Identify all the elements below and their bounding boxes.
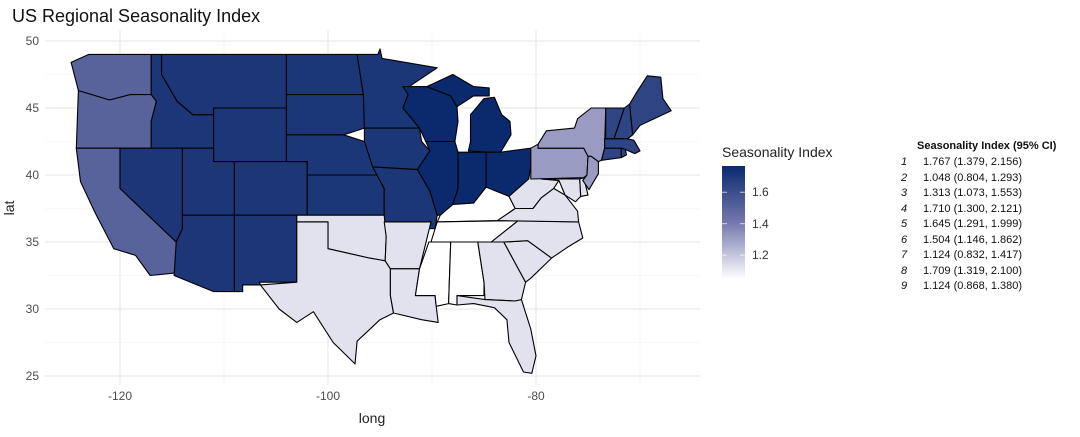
state-nd-west-north-central <box>285 53 364 96</box>
table-row: 5 1.645 (1.291, 1.999) <box>893 217 1056 233</box>
table-title: Seasonality Index (95% CI) <box>917 140 1057 152</box>
y-tick-label: 40 <box>26 168 40 182</box>
row-id: 2 <box>901 171 908 184</box>
row-value: 1.048 (0.804, 1.293) <box>923 171 1023 184</box>
state-wy-mountain <box>213 107 287 163</box>
state-pa-middle-atlantic <box>530 143 589 180</box>
state-co-mountain <box>233 161 308 216</box>
state-ia-west-north-central <box>363 127 431 171</box>
row-value: 1.124 (0.832, 1.417) <box>923 249 1023 261</box>
row-value: 1.710 (1.300, 2.121) <box>923 202 1023 215</box>
x-tick-label: -80 <box>527 389 545 403</box>
legend-title: Seasonality Index <box>722 144 833 160</box>
row-id: 4 <box>901 202 908 215</box>
row-value: 1.767 (1.379, 2.156) <box>923 156 1023 168</box>
table-row: 6 1.504 (1.146, 1.862) <box>893 233 1056 249</box>
row-value: 1.124 (0.868, 1.380) <box>923 280 1023 292</box>
row-value: 1.504 (1.146, 1.862) <box>923 233 1023 246</box>
row-id: 5 <box>901 218 908 230</box>
y-axis-label: lat <box>1 201 17 216</box>
legend-tick-label: 1.4 <box>752 216 769 231</box>
row-value: 1.709 (1.319, 2.100) <box>923 264 1023 277</box>
row-value: 1.645 (1.291, 1.999) <box>923 218 1023 230</box>
y-tick-label: 45 <box>26 101 40 115</box>
seasonality-table: Seasonality Index (95% CI) 1 1.767 (1.379… <box>893 140 1056 295</box>
row-id: 8 <box>901 264 908 277</box>
state-tx-west-south-central <box>259 221 395 365</box>
state-nm-mountain <box>233 214 298 293</box>
state-mi-east-north-central <box>467 96 512 153</box>
y-tick-label: 25 <box>26 369 40 383</box>
state-or-pacific <box>75 90 157 149</box>
row-id: 9 <box>901 280 908 292</box>
state-al-east-south-central <box>448 241 485 306</box>
state-sd-west-north-central <box>285 94 365 136</box>
state-ks-west-north-central <box>306 174 385 216</box>
table-row: 1 1.767 (1.379, 2.156) <box>893 155 1056 171</box>
state-ct-new-england <box>600 147 622 161</box>
table-row: 3 1.313 (1.073, 1.553) <box>893 186 1056 202</box>
x-axis-label: long <box>359 410 385 426</box>
state-az-mountain <box>173 214 235 293</box>
table-row: 9 1.124 (0.868, 1.380) <box>893 279 1056 295</box>
state-fl-south-atlantic <box>456 295 537 374</box>
x-tick-label: -100 <box>316 389 340 403</box>
state-miu-east-north-central <box>426 73 490 108</box>
legend-tick-label: 1.6 <box>752 185 769 200</box>
table-row: 4 1.710 (1.300, 2.121) <box>893 202 1056 218</box>
x-tick-label: -120 <box>108 389 132 403</box>
state-me-new-england <box>629 75 672 136</box>
state-wv-south-atlantic <box>508 166 560 210</box>
table-row: 8 1.709 (1.319, 2.100) <box>893 264 1056 280</box>
state-ms-east-south-central <box>414 241 452 307</box>
state-ri-new-england <box>620 147 628 159</box>
row-value: 1.313 (1.073, 1.553) <box>923 187 1023 199</box>
table-row: 7 1.124 (0.832, 1.417) <box>893 248 1056 264</box>
y-tick-label: 50 <box>26 34 40 48</box>
legend-colorbar <box>722 166 745 279</box>
chart-title: US Regional Seasonality Index <box>12 6 261 26</box>
row-id: 6 <box>901 233 908 246</box>
y-tick-label: 35 <box>26 235 40 249</box>
row-id: 7 <box>901 249 908 261</box>
y-tick-label: 30 <box>26 302 40 316</box>
row-id: 1 <box>901 156 908 168</box>
row-id: 3 <box>901 187 908 199</box>
table-row: 2 1.048 (0.804, 1.293) <box>893 171 1056 187</box>
legend-tick-label: 1.2 <box>752 248 769 263</box>
state-nh-new-england <box>613 103 634 140</box>
